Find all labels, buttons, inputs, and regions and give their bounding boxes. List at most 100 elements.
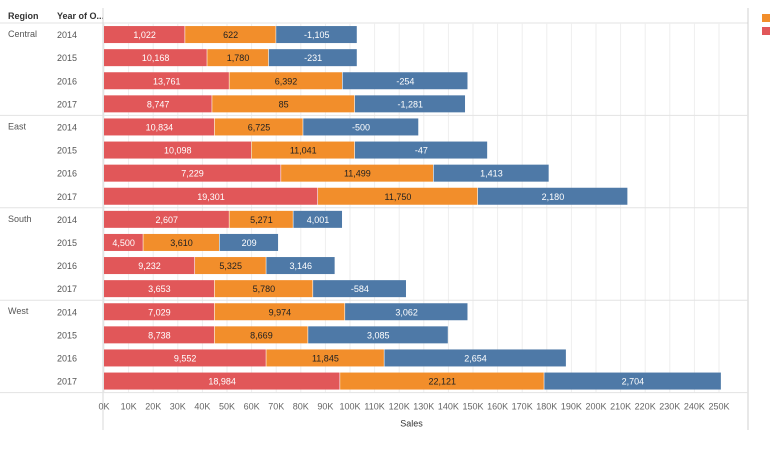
bar-segment-label: 13,761 (153, 76, 181, 86)
region-column-header[interactable]: Region (8, 11, 39, 21)
bar-segment[interactable] (104, 118, 215, 136)
bar-segment-label: -584 (351, 284, 369, 294)
bar-segment-label: 8,738 (148, 330, 171, 340)
year-label: 2016 (57, 261, 77, 271)
bar-segment[interactable] (214, 326, 308, 344)
bar-segment[interactable] (219, 233, 279, 251)
bar-segment[interactable] (104, 257, 195, 275)
x-tick-label: 30K (170, 402, 186, 412)
year-label: 2016 (57, 353, 77, 363)
bar-segment[interactable] (313, 280, 406, 298)
bar-segment[interactable] (195, 257, 266, 275)
bar-segment-label: 9,232 (138, 261, 161, 271)
bar-segment[interactable] (229, 210, 293, 228)
bar-segment[interactable] (281, 164, 434, 182)
x-tick-label: 70K (268, 402, 284, 412)
bar-segment[interactable] (104, 303, 215, 321)
bar-segment[interactable] (340, 372, 544, 390)
bar-segment[interactable] (268, 49, 357, 67)
bar-segment[interactable] (212, 95, 355, 113)
bar-segment[interactable] (104, 26, 185, 44)
bar-segment[interactable] (104, 164, 281, 182)
bar-segment[interactable] (354, 95, 466, 113)
bar-segment-label: 7,029 (148, 307, 171, 317)
bar-segment[interactable] (308, 326, 448, 344)
bar-segment-label: 5,325 (219, 261, 242, 271)
bar-segment-label: 5,271 (250, 215, 273, 225)
bar-segment-label: 6,392 (275, 76, 298, 86)
year-label: 2017 (57, 99, 77, 109)
bar-segment-label: 11,499 (344, 169, 371, 179)
bar-segment[interactable] (104, 49, 207, 67)
bar-segment-label: -254 (396, 76, 414, 86)
bar-segment[interactable] (229, 72, 343, 90)
bar-segment[interactable] (104, 187, 318, 205)
bar-segment[interactable] (104, 141, 251, 159)
x-tick-label: 170K (512, 402, 533, 412)
bar-segment[interactable] (544, 372, 721, 390)
bar-segment[interactable] (104, 280, 215, 298)
bar-segment-label: -47 (415, 146, 428, 156)
year-label: 2017 (57, 192, 77, 202)
x-tick-label: 140K (438, 402, 459, 412)
x-axis-title: Sales (400, 419, 423, 429)
bar-segment[interactable] (303, 118, 419, 136)
legend-swatch-orange[interactable] (762, 14, 770, 22)
bar-segment-label: 85 (279, 99, 289, 109)
x-tick-label: 60K (244, 402, 260, 412)
bar-segment[interactable] (477, 187, 628, 205)
year-label: 2015 (57, 330, 77, 340)
bar-segment-label: 209 (242, 238, 257, 248)
bar-segment[interactable] (185, 26, 276, 44)
x-tick-label: 220K (635, 402, 656, 412)
legend-swatch-red[interactable] (762, 27, 770, 35)
year-column-header[interactable]: Year of O... (57, 11, 104, 21)
bar-segment[interactable] (345, 303, 468, 321)
bar-segment-label: 3,146 (290, 261, 313, 271)
bar-segment[interactable] (354, 141, 488, 159)
bar-segment-label: 7,229 (181, 169, 204, 179)
bar-segment[interactable] (251, 141, 355, 159)
bar-segment[interactable] (293, 210, 343, 228)
x-tick-label: 250K (708, 402, 729, 412)
bar-segment[interactable] (104, 326, 215, 344)
bar-segment[interactable] (214, 280, 313, 298)
year-label: 2016 (57, 76, 77, 86)
bar-segment-label: 3,653 (148, 284, 171, 294)
bar-segment[interactable] (214, 118, 303, 136)
region-label: East (8, 121, 27, 131)
year-label: 2016 (57, 169, 77, 179)
bar-segment-label: 1,022 (133, 30, 156, 40)
bar-segment[interactable] (104, 349, 266, 367)
x-tick-label: 90K (317, 402, 333, 412)
x-tick-label: 230K (659, 402, 680, 412)
x-tick-label: 10K (121, 402, 137, 412)
bar-segment[interactable] (104, 95, 212, 113)
bar-segment[interactable] (207, 49, 269, 67)
x-tick-label: 120K (389, 402, 410, 412)
bar-segment-label: 6,725 (248, 122, 271, 132)
bar-segment[interactable] (433, 164, 549, 182)
bar-segment[interactable] (276, 26, 357, 44)
legend[interactable] (762, 14, 770, 35)
bar-segment[interactable] (266, 349, 384, 367)
bar-segment-label: 22,121 (428, 377, 456, 387)
bar-segment[interactable] (384, 349, 566, 367)
bars: 1,022 622 -1,105 10,168 1,780 -231 13,761 6,392… (104, 26, 721, 390)
bar-segment-label: 18,984 (208, 377, 236, 387)
x-tick-label: 210K (610, 402, 631, 412)
bar-segment[interactable] (214, 303, 345, 321)
bar-segment[interactable] (104, 372, 340, 390)
region-label: South (8, 214, 32, 224)
bar-segment[interactable] (342, 72, 468, 90)
bar-segment[interactable] (143, 233, 220, 251)
bar-segment-label: 2,607 (155, 215, 178, 225)
bar-segment-label: 11,041 (290, 146, 317, 156)
bar-segment[interactable] (104, 72, 229, 90)
bar-segment-label: 2,654 (464, 353, 487, 363)
bar-segment[interactable] (104, 233, 143, 251)
bar-segment[interactable] (266, 257, 335, 275)
bar-segment[interactable] (104, 210, 229, 228)
x-tick-label: 200K (585, 402, 606, 412)
bar-segment[interactable] (318, 187, 478, 205)
